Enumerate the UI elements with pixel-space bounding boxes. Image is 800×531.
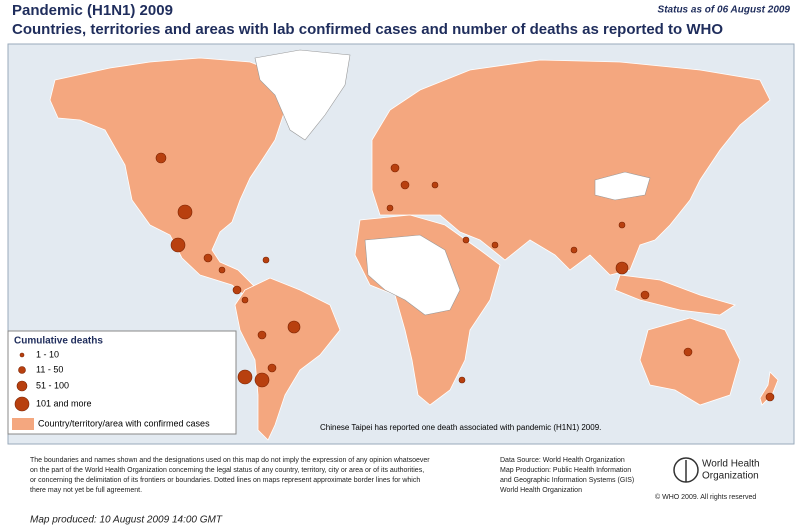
legend-swatch: [12, 418, 34, 430]
death-marker: [640, 290, 650, 300]
australia: [639, 317, 741, 406]
copyright: © WHO 2009. All rights reserved: [655, 493, 756, 501]
eurasia: [371, 59, 771, 276]
legend-box: [7, 330, 237, 435]
death-marker: [287, 320, 301, 334]
subtitle: Countries, territories and areas with la…: [12, 21, 723, 38]
death-marker: [462, 236, 470, 244]
legend-title: Cumulative deaths: [14, 336, 103, 347]
source-line: Map Production: Public Health Informatio…: [500, 467, 631, 474]
disclaimer-line: there may not yet be full agreement.: [30, 487, 142, 494]
death-marker: [390, 163, 400, 173]
map-produced: Map produced: 10 August 2009 14:00 GMT: [30, 515, 223, 526]
death-marker: [683, 347, 693, 357]
death-marker: [254, 372, 270, 388]
death-marker: [241, 296, 249, 304]
disclaimer-line: on the part of the World Health Organiza…: [30, 467, 424, 474]
title: Pandemic (H1N1) 2009: [12, 2, 173, 19]
death-marker: [570, 246, 578, 254]
death-marker: [431, 181, 439, 189]
source: Data Source: World Health Organization M…: [500, 457, 634, 494]
africa-unreported: [364, 234, 461, 316]
death-marker: [218, 266, 226, 274]
source-line: and Geographic Information Systems (GIS): [500, 477, 634, 484]
death-marker: [386, 204, 394, 212]
death-marker: [237, 369, 253, 385]
legend: Cumulative deaths 1 - 10 11 - 50 51 - 10…: [7, 330, 237, 435]
source-line: World Health Organization: [500, 487, 582, 494]
status: Status as of 06 August 2009: [658, 5, 791, 16]
death-marker: [618, 221, 626, 229]
death-markers: [155, 152, 775, 402]
disclaimer: The boundaries and names shown and the d…: [30, 457, 430, 494]
south-america: [234, 277, 341, 441]
death-marker: [491, 241, 499, 249]
legend-marker: [16, 380, 28, 392]
disclaimer-line: The boundaries and names shown and the d…: [30, 457, 430, 464]
mongolia: [594, 171, 651, 201]
logo-text: Organization: [702, 471, 759, 482]
note: Chinese Taipei has reported one death as…: [320, 423, 601, 432]
legend-marker: [14, 396, 30, 412]
legend-item: 51 - 100: [36, 380, 69, 390]
new-zealand: [759, 371, 779, 406]
death-marker: [232, 285, 242, 295]
death-marker: [155, 152, 167, 164]
death-marker: [203, 253, 213, 263]
legend-item: 101 and more: [36, 398, 92, 408]
death-marker: [615, 261, 629, 275]
legend-marker: [18, 366, 26, 374]
disclaimer-line: or concerning the delimitation of its fr…: [30, 477, 420, 484]
death-marker: [257, 330, 267, 340]
greenland: [254, 49, 351, 141]
legend-item: 11 - 50: [36, 364, 63, 374]
death-marker: [400, 180, 410, 190]
death-marker: [170, 237, 186, 253]
death-marker: [458, 376, 466, 384]
legend-area: Country/territory/area with confirmed ca…: [38, 418, 210, 428]
death-marker: [177, 204, 193, 220]
logo-text: World Health: [702, 459, 760, 470]
death-marker: [262, 256, 270, 264]
who-logo: World Health Organization: [673, 457, 760, 483]
source-line: Data Source: World Health Organization: [500, 457, 625, 464]
legend-marker: [19, 352, 25, 358]
legend-item: 1 - 10: [36, 349, 59, 359]
death-marker: [267, 363, 277, 373]
death-marker: [765, 392, 775, 402]
southeast-asia: [614, 274, 736, 316]
